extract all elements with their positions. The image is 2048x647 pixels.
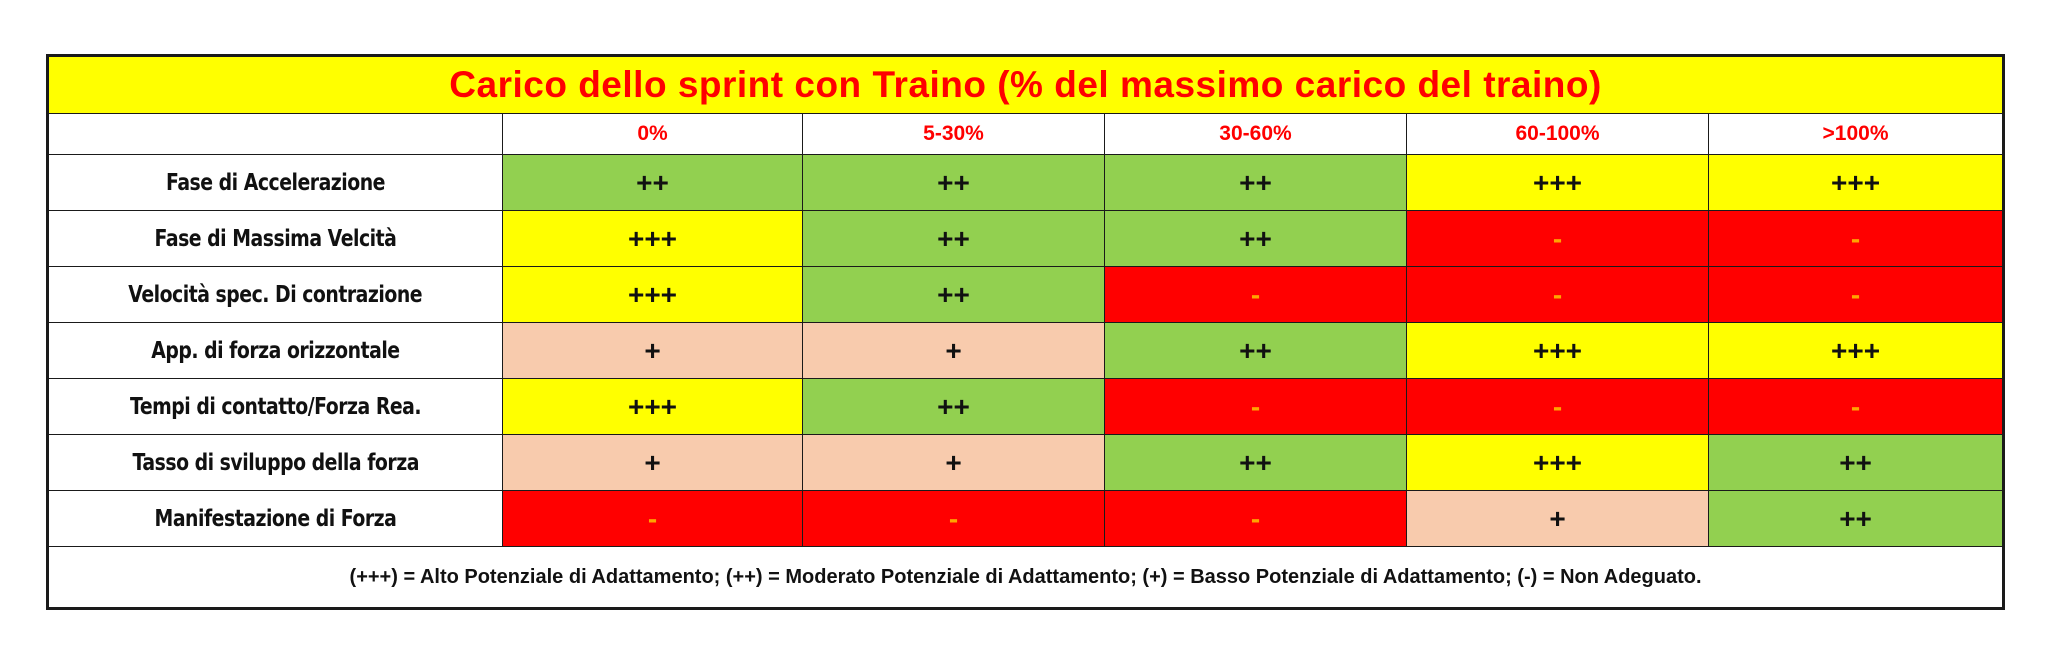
table-cell: ++ bbox=[1707, 490, 2006, 547]
table-cell: - bbox=[1406, 378, 1709, 435]
table-cell: ++ bbox=[1104, 154, 1407, 211]
table-cell: ++ bbox=[802, 154, 1105, 211]
table-row: Tempi di contatto/Forza Rea. +++ ++ - - … bbox=[46, 378, 2006, 435]
column-header-3: 60-100% bbox=[1406, 113, 1709, 155]
corner-cell bbox=[46, 113, 503, 155]
table-row: App. di forza orizzontale + + ++ +++ +++ bbox=[46, 322, 2006, 379]
title-row: Carico dello sprint con Traino (% del ma… bbox=[45, 54, 2006, 114]
row-label: Fase di Accelerazione bbox=[46, 154, 503, 211]
column-header-4: >100% bbox=[1707, 113, 2006, 155]
table-cell: +++ bbox=[1406, 154, 1709, 211]
table-cell: + bbox=[502, 434, 803, 491]
column-header-2: 30-60% bbox=[1104, 113, 1407, 155]
column-header-1: 5-30% bbox=[802, 113, 1105, 155]
table-cell: - bbox=[1406, 266, 1709, 323]
table-cell: - bbox=[1707, 266, 2006, 323]
table-cell: ++ bbox=[1104, 210, 1407, 267]
table-cell: - bbox=[1707, 210, 2006, 267]
table-title: Carico dello sprint con Traino (% del ma… bbox=[45, 54, 2006, 114]
table-row: Fase di Massima Velcità +++ ++ ++ - - bbox=[46, 210, 2006, 267]
table-cell: +++ bbox=[1707, 154, 2006, 211]
table-cell: ++ bbox=[802, 378, 1105, 435]
table-cell: - bbox=[1104, 490, 1407, 547]
table-cell: +++ bbox=[502, 266, 803, 323]
row-label: Fase di Massima Velcità bbox=[46, 210, 503, 267]
table-cell: - bbox=[1707, 378, 2006, 435]
table-cell: - bbox=[1406, 210, 1709, 267]
table-cell: ++ bbox=[1104, 434, 1407, 491]
table-cell: ++ bbox=[802, 266, 1105, 323]
table-cell: - bbox=[1104, 378, 1407, 435]
table-cell: +++ bbox=[1707, 322, 2006, 379]
table-cell: ++ bbox=[1707, 434, 2006, 491]
row-label: Velocità spec. Di contrazione bbox=[46, 266, 503, 323]
row-label: Tasso di sviluppo della forza bbox=[46, 434, 503, 491]
table-cell: - bbox=[502, 490, 803, 547]
table-cell: + bbox=[802, 434, 1105, 491]
table-body: Fase di Accelerazione ++ ++ ++ +++ +++ F… bbox=[46, 154, 2006, 547]
table-row: Tasso di sviluppo della forza + + ++ +++… bbox=[46, 434, 2006, 491]
table-cell: +++ bbox=[1406, 322, 1709, 379]
table-cell: ++ bbox=[1104, 322, 1407, 379]
table-cell: +++ bbox=[502, 210, 803, 267]
table-cell: + bbox=[502, 322, 803, 379]
sprint-load-table-container: Carico dello sprint con Traino (% del ma… bbox=[45, 54, 2006, 610]
table-cell: ++ bbox=[502, 154, 803, 211]
table-row: Velocità spec. Di contrazione +++ ++ - -… bbox=[46, 266, 2006, 323]
legend-text: (+++) = Alto Potenziale di Adattamento; … bbox=[45, 546, 2006, 610]
row-label: App. di forza orizzontale bbox=[46, 322, 503, 379]
sprint-load-table: Carico dello sprint con Traino (% del ma… bbox=[45, 54, 2006, 610]
legend-row: (+++) = Alto Potenziale di Adattamento; … bbox=[45, 546, 2006, 610]
column-header-row: 0% 5-30% 30-60% 60-100% >100% bbox=[46, 113, 2006, 155]
table-cell: +++ bbox=[1406, 434, 1709, 491]
row-label: Manifestazione di Forza bbox=[46, 490, 503, 547]
table-cell: + bbox=[1406, 490, 1709, 547]
table-row: Manifestazione di Forza - - - + ++ bbox=[46, 490, 2006, 547]
column-header-0: 0% bbox=[502, 113, 803, 155]
table-cell: +++ bbox=[502, 378, 803, 435]
table-row: Fase di Accelerazione ++ ++ ++ +++ +++ bbox=[46, 154, 2006, 211]
table-cell: - bbox=[1104, 266, 1407, 323]
table-cell: ++ bbox=[802, 210, 1105, 267]
table-cell: + bbox=[802, 322, 1105, 379]
table-cell: - bbox=[802, 490, 1105, 547]
row-label: Tempi di contatto/Forza Rea. bbox=[46, 378, 503, 435]
